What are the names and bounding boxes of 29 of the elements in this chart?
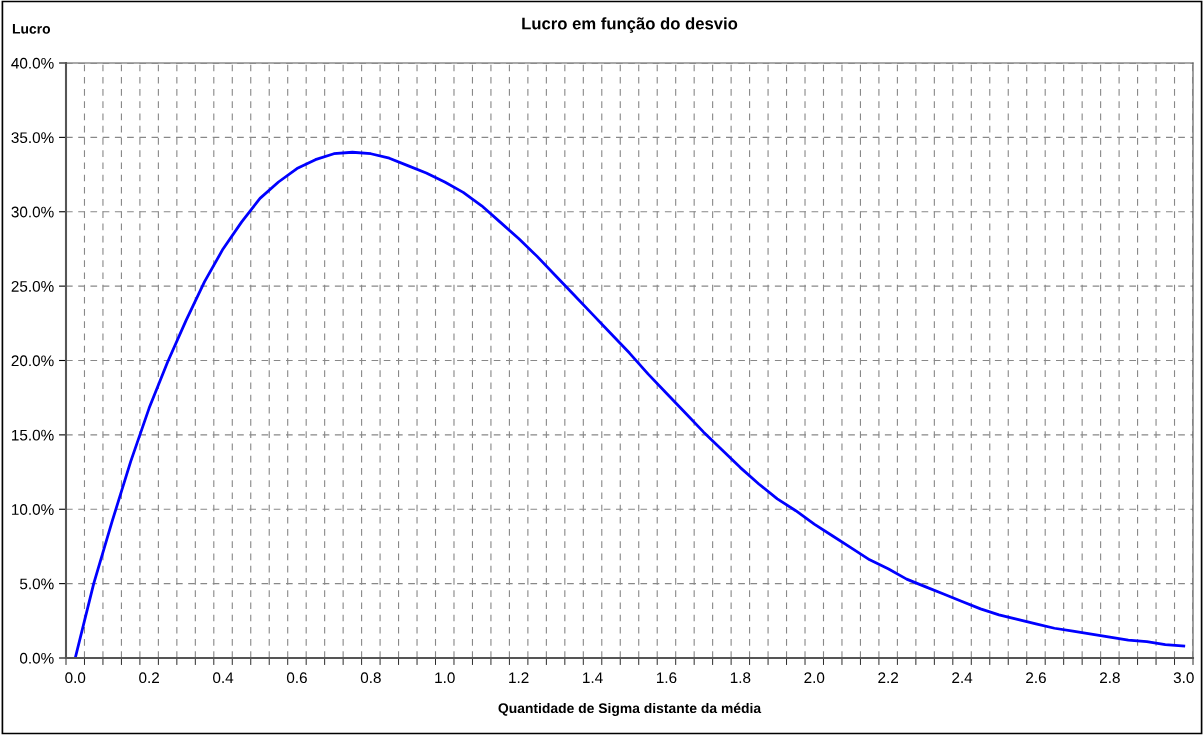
x-tick-label: 2.0 bbox=[804, 672, 825, 684]
x-tick-label: 1.2 bbox=[509, 672, 529, 683]
x-tick-label: 0.4 bbox=[213, 672, 234, 684]
y-tick-label: 15.0% bbox=[12, 429, 54, 441]
x-tick-label: 1.0 bbox=[435, 672, 455, 684]
y-tick-label: 20.0% bbox=[11, 355, 54, 367]
y-tick-label: 35.0% bbox=[11, 132, 54, 144]
x-tick-label: 0.8 bbox=[360, 672, 381, 684]
chart-title: Lucro em função do desvio bbox=[522, 17, 738, 33]
x-tick-label: 1.8 bbox=[730, 672, 751, 684]
y-tick-label: 5.0% bbox=[19, 578, 54, 590]
x-tick-label: 2.2 bbox=[878, 672, 899, 683]
x-tick-label: 2.4 bbox=[952, 672, 973, 683]
x-tick-label: 3.0 bbox=[1173, 672, 1194, 684]
x-tick-label: 0.0 bbox=[65, 672, 86, 684]
x-tick-label: 2.8 bbox=[1100, 672, 1120, 684]
y-tick-label: 10.0% bbox=[12, 504, 54, 515]
x-tick-label: 0.6 bbox=[286, 672, 307, 684]
y-axis-title: Lucro bbox=[12, 24, 51, 34]
line-series bbox=[73, 150, 1186, 658]
y-tick-label: 0.0% bbox=[19, 652, 54, 664]
x-tick-label: 0.2 bbox=[139, 672, 159, 684]
y-tick-label: 30.0% bbox=[11, 206, 54, 218]
x-tick-label: 2.6 bbox=[1026, 672, 1046, 684]
y-tick-label: 25.0% bbox=[11, 280, 54, 292]
x-tick-label: 1.6 bbox=[657, 672, 677, 684]
x-tick-label: 1.4 bbox=[583, 672, 603, 683]
y-tick-label: 40.0% bbox=[11, 57, 54, 69]
x-axis-title: Quantidade de Sigma distante da média bbox=[498, 702, 762, 716]
